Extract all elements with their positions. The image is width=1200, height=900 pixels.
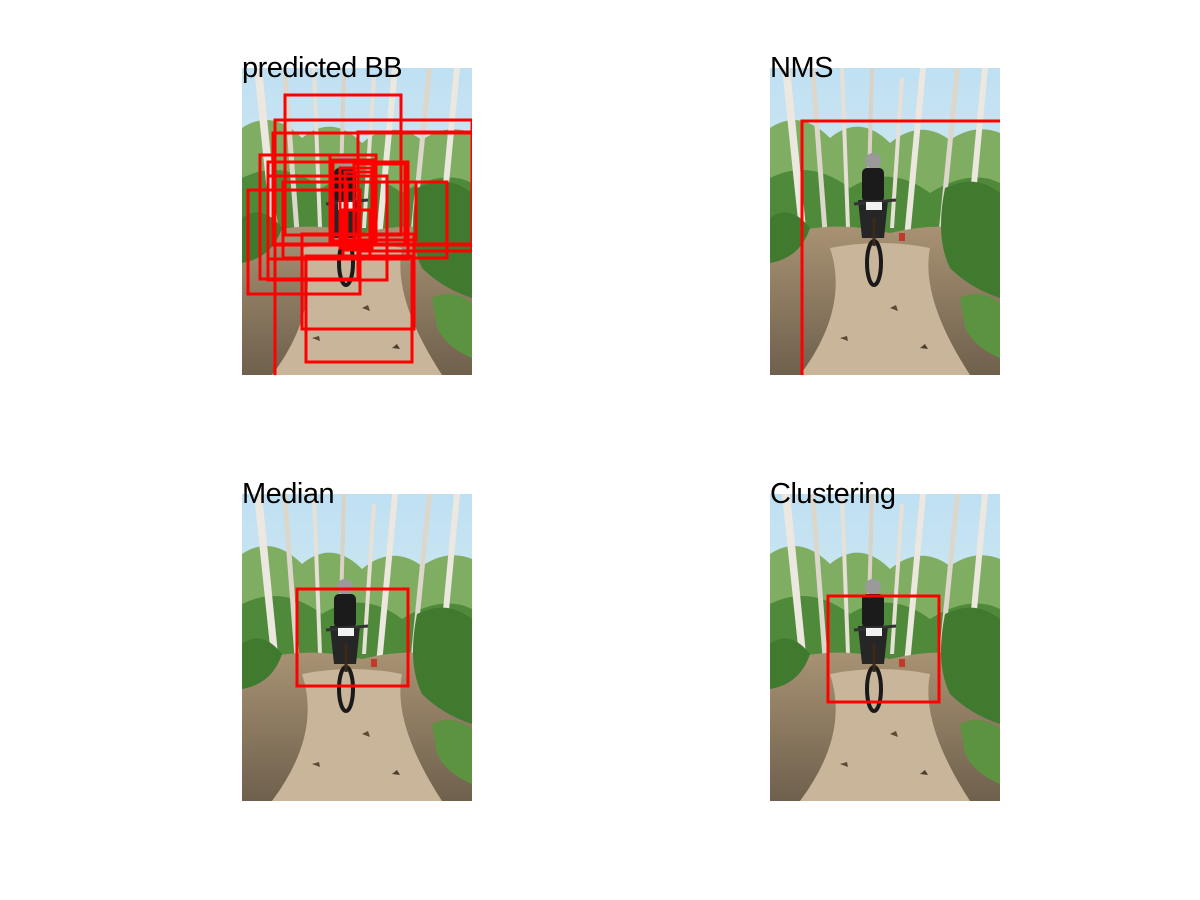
panel-title: Clustering [770, 478, 896, 510]
panel-predicted-bb: predicted BB [242, 54, 472, 375]
bounding-box [266, 174, 389, 282]
panel-title: Median [242, 478, 335, 510]
clustering-boxes [826, 594, 941, 704]
bounding-box [300, 232, 416, 331]
bounding-box [295, 587, 410, 688]
panel-title: predicted BB [242, 52, 403, 84]
panel-median: Median [242, 480, 472, 801]
photo-predicted-bb [242, 68, 472, 375]
photo-clustering [770, 494, 1000, 801]
bounding-box [800, 119, 1000, 375]
bounding-box [304, 254, 414, 364]
predicted-boxes [246, 93, 472, 375]
photo-nms [770, 68, 1000, 375]
bounding-box [826, 594, 941, 704]
photo-median [242, 494, 472, 801]
panel-title: NMS [770, 52, 833, 84]
panel-nms: NMS [770, 54, 1000, 375]
nms-boxes [800, 119, 1000, 375]
bounding-box [352, 162, 407, 247]
median-boxes [295, 587, 410, 688]
bounding-box [345, 180, 418, 242]
panel-clustering: Clustering [770, 480, 1000, 801]
